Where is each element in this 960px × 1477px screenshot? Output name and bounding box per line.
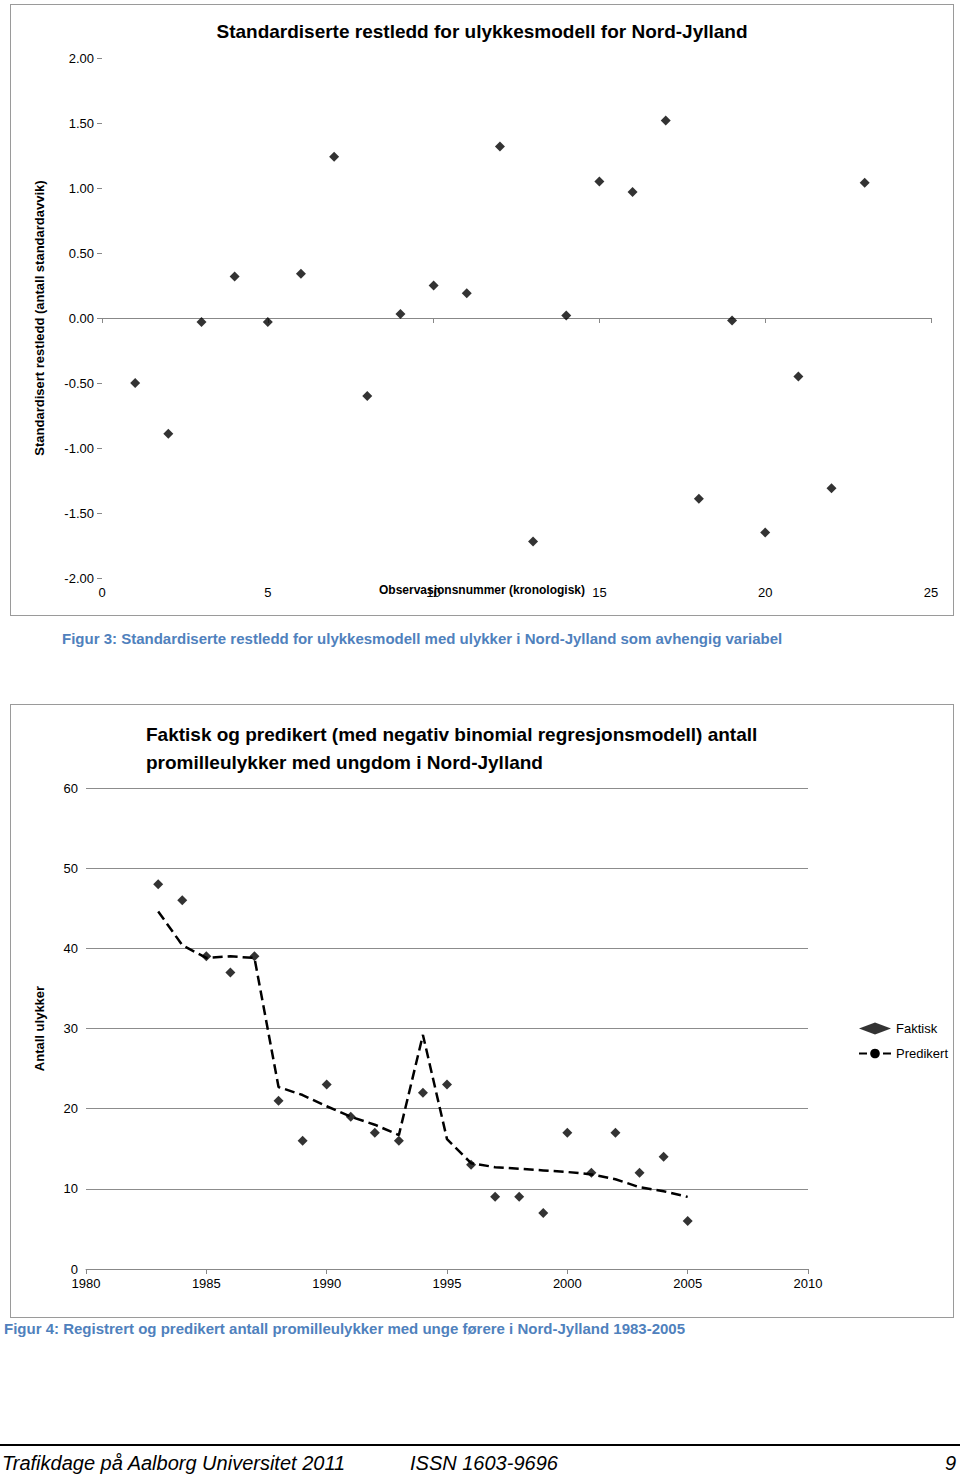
svg-text:Standardisert restledd (antall: Standardisert restledd (antall standarda… xyxy=(32,180,47,455)
svg-text:0: 0 xyxy=(71,1262,78,1277)
svg-text:Antall ulykker: Antall ulykker xyxy=(32,986,47,1071)
svg-text:20: 20 xyxy=(64,1101,78,1116)
svg-text:0.50: 0.50 xyxy=(69,246,94,261)
svg-text:promilleulykker med ungdom i N: promilleulykker med ungdom i Nord-Jyllan… xyxy=(146,752,543,773)
svg-text:40: 40 xyxy=(64,941,78,956)
svg-text:1980: 1980 xyxy=(72,1276,101,1291)
svg-text:Standardiserte restledd for ul: Standardiserte restledd for ulykkesmodel… xyxy=(216,21,747,42)
svg-text:50: 50 xyxy=(64,861,78,876)
svg-text:10: 10 xyxy=(64,1181,78,1196)
svg-text:0: 0 xyxy=(98,585,105,600)
svg-text:15: 15 xyxy=(592,585,606,600)
svg-text:1.00: 1.00 xyxy=(69,181,94,196)
svg-text:5: 5 xyxy=(264,585,271,600)
svg-text:20: 20 xyxy=(758,585,772,600)
html-text:Figur 4: Registrert og predike: Figur 4: Registrert og predikert antall … xyxy=(4,1320,685,1337)
svg-text:2.00: 2.00 xyxy=(69,51,94,66)
svg-text:30: 30 xyxy=(64,1021,78,1036)
svg-text:60: 60 xyxy=(64,781,78,796)
svg-text:-1.50: -1.50 xyxy=(64,506,94,521)
html-text:Trafikdage på Aalborg Universi: Trafikdage på Aalborg Universitet 2011 xyxy=(2,1452,346,1474)
svg-text:1990: 1990 xyxy=(312,1276,341,1291)
svg-text:1995: 1995 xyxy=(433,1276,462,1291)
html-text:ISSN 1603-9696: ISSN 1603-9696 xyxy=(410,1452,558,1474)
svg-text:25: 25 xyxy=(924,585,938,600)
html-text:Figur 3: Standardiserte restle: Figur 3: Standardiserte restledd for uly… xyxy=(62,630,783,647)
svg-text:2010: 2010 xyxy=(794,1276,823,1291)
svg-text:0.00: 0.00 xyxy=(69,311,94,326)
svg-text:2005: 2005 xyxy=(673,1276,702,1291)
html-text:9: 9 xyxy=(944,1452,956,1474)
svg-text:Observasjonsnummer (kronologis: Observasjonsnummer (kronologisk) xyxy=(379,583,585,597)
svg-text:Faktisk: Faktisk xyxy=(896,1021,938,1036)
svg-text:Faktisk og predikert (med nega: Faktisk og predikert (med negativ binomi… xyxy=(146,724,757,745)
svg-text:-2.00: -2.00 xyxy=(64,571,94,586)
svg-text:1.50: 1.50 xyxy=(69,116,94,131)
svg-text:Predikert: Predikert xyxy=(896,1046,948,1061)
svg-text:-1.00: -1.00 xyxy=(64,441,94,456)
svg-text:2000: 2000 xyxy=(553,1276,582,1291)
svg-text:-0.50: -0.50 xyxy=(64,376,94,391)
svg-text:1985: 1985 xyxy=(192,1276,221,1291)
